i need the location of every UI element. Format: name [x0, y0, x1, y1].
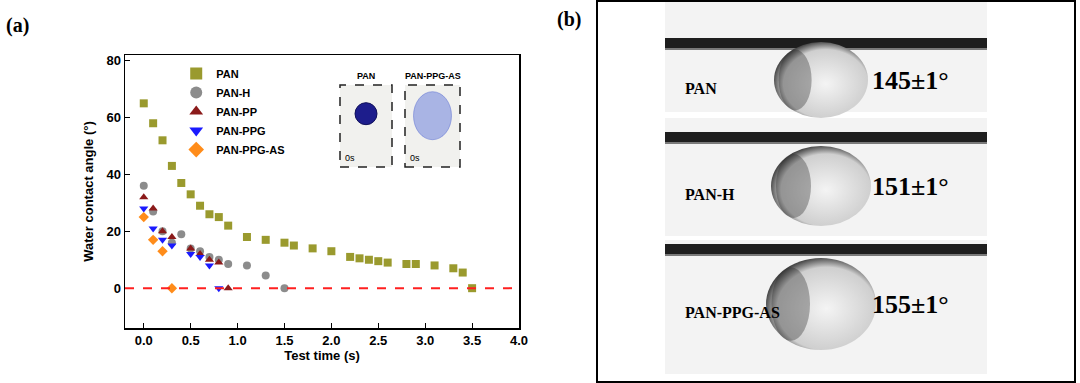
svg-text:PAN-H: PAN-H — [216, 87, 250, 99]
svg-text:2.0: 2.0 — [322, 333, 340, 348]
svg-text:1.0: 1.0 — [229, 333, 247, 348]
svg-text:PAN-PP: PAN-PP — [216, 106, 257, 118]
svg-text:PAN: PAN — [685, 80, 717, 97]
svg-text:145±1°: 145±1° — [872, 66, 949, 95]
svg-text:Test time (s): Test time (s) — [284, 348, 360, 363]
svg-text:PAN-PPG-AS: PAN-PPG-AS — [685, 304, 780, 321]
svg-text:151±1°: 151±1° — [872, 172, 949, 201]
svg-text:PAN-PPG-AS: PAN-PPG-AS — [216, 144, 284, 156]
svg-text:PAN: PAN — [357, 71, 375, 81]
svg-text:(a): (a) — [6, 14, 29, 37]
svg-text:PAN: PAN — [216, 68, 238, 80]
svg-text:3.0: 3.0 — [416, 333, 434, 348]
svg-text:PAN-H: PAN-H — [685, 186, 735, 203]
svg-text:1.5: 1.5 — [275, 333, 293, 348]
svg-text:0.0: 0.0 — [135, 333, 153, 348]
svg-text:0s: 0s — [410, 153, 420, 163]
svg-text:60: 60 — [106, 110, 120, 125]
svg-text:2.5: 2.5 — [369, 333, 387, 348]
svg-text:0s: 0s — [345, 153, 355, 163]
svg-text:155±1°: 155±1° — [872, 290, 949, 319]
svg-text:80: 80 — [106, 53, 120, 68]
svg-text:3.5: 3.5 — [463, 333, 481, 348]
svg-text:20: 20 — [106, 224, 120, 239]
svg-text:0.5: 0.5 — [182, 333, 200, 348]
svg-text:(b): (b) — [557, 8, 581, 31]
svg-text:40: 40 — [106, 167, 120, 182]
svg-text:PAN-PPG: PAN-PPG — [216, 125, 265, 137]
svg-text:Water contact angle (°): Water contact angle (°) — [81, 121, 96, 262]
svg-text:0: 0 — [114, 281, 121, 296]
svg-text:PAN-PPG-AS: PAN-PPG-AS — [405, 71, 461, 81]
svg-text:4.0: 4.0 — [510, 333, 528, 348]
